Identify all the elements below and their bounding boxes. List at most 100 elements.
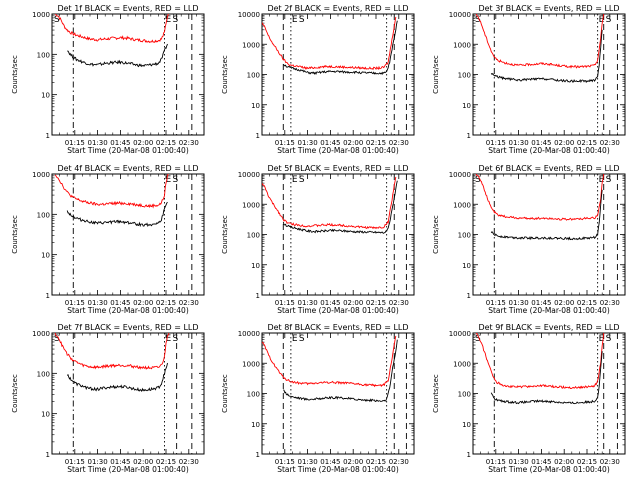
start-mark: S — [299, 334, 305, 344]
x-axis-label: Start Time (20-Mar-08 01:00:40) — [67, 146, 189, 155]
start-mark: S — [606, 175, 612, 185]
y-tick-label: 10 — [251, 421, 260, 429]
x-tick-label: 01:15 — [275, 458, 295, 466]
start-mark: S — [475, 334, 481, 344]
y-axis-label: Counts/sec — [221, 55, 229, 94]
y-axis-label: Counts/sec — [432, 374, 440, 413]
plot-frame — [472, 332, 626, 455]
y-tick-label: 100 — [458, 391, 471, 399]
y-tick-label: 1 — [46, 451, 50, 459]
y-tick-label: 1 — [467, 451, 471, 459]
end-mark: E — [165, 334, 171, 344]
plot-frame — [261, 332, 415, 455]
events-series-line — [490, 189, 603, 241]
x-tick-label: 02:15 — [366, 299, 386, 307]
lld-series-line — [262, 16, 397, 71]
x-tick-label: 02:15 — [577, 458, 597, 466]
end-mark: E — [599, 175, 605, 185]
events-series-line — [66, 362, 168, 392]
y-axis-label: Counts/sec — [221, 374, 229, 413]
x-tick-label: 02:30 — [179, 139, 199, 147]
y-tick-label: 1000 — [242, 360, 260, 368]
panel-title: Det 2f BLACK = Events, RED = LLD — [267, 4, 408, 13]
x-tick-label: 01:30 — [509, 139, 529, 147]
y-tick-label: 1 — [256, 132, 260, 140]
plot-frame — [51, 332, 205, 455]
x-tick-label: 02:00 — [554, 139, 574, 147]
x-tick-label: 01:15 — [275, 299, 295, 307]
detector-panel-9: Det 9f BLACK = Events, RED = LLD 1 10 100 10… — [432, 323, 626, 474]
y-tick-label: 100 — [37, 211, 50, 219]
lld-series-line — [475, 174, 605, 221]
events-series-line — [490, 351, 603, 405]
y-tick-label: 10000 — [238, 11, 260, 19]
y-axis-label: Counts/sec — [221, 215, 229, 254]
y-tick-label: 1 — [256, 292, 260, 300]
x-tick-label: 01:45 — [531, 139, 551, 147]
panel-title: Det 7f BLACK = Events, RED = LLD — [57, 323, 198, 332]
end-mark: E — [599, 334, 605, 344]
x-tick-label: 02:30 — [600, 458, 620, 466]
x-tick-label: 02:00 — [133, 139, 153, 147]
panel-title: Det 1f BLACK = Events, RED = LLD — [57, 4, 198, 13]
plot-frame — [51, 13, 205, 136]
x-tick-label: 02:30 — [179, 299, 199, 307]
x-tick-label: 01:45 — [531, 299, 551, 307]
x-axis-label: Start Time (20-Mar-08 01:00:40) — [488, 146, 610, 155]
y-tick-label: 10 — [41, 92, 50, 100]
detector-panel-4: Det 4f BLACK = Events, RED = LLD 1 10 100 10… — [11, 164, 205, 315]
y-tick-label: 1000 — [453, 41, 471, 49]
y-tick-label: 10 — [41, 252, 50, 260]
x-tick-label: 02:30 — [600, 139, 620, 147]
x-tick-label: 01:30 — [509, 458, 529, 466]
x-tick-label: 02:15 — [156, 139, 176, 147]
y-axis-label: Counts/sec — [432, 55, 440, 94]
start-mark: S — [475, 175, 481, 185]
lld-series-line — [54, 174, 169, 209]
detector-panel-2: Det 2f BLACK = Events, RED = LLD 1 10 100 10… — [221, 4, 415, 155]
y-tick-label: 10000 — [449, 11, 471, 19]
x-tick-label: 01:30 — [298, 458, 318, 466]
y-tick-label: 10000 — [238, 330, 260, 338]
y-tick-label: 1000 — [242, 201, 260, 209]
panel-title: Det 3f BLACK = Events, RED = LLD — [478, 4, 619, 13]
detector-panel-1: Det 1f BLACK = Events, RED = LLD 1 10 100 10… — [11, 4, 205, 155]
x-tick-label: 02:00 — [133, 299, 153, 307]
end-mark: E — [292, 15, 298, 25]
y-tick-label: 10000 — [449, 171, 471, 179]
x-tick-label: 01:30 — [298, 139, 318, 147]
x-tick-label: 02:00 — [343, 299, 363, 307]
y-axis-label: Counts/sec — [11, 215, 19, 254]
x-tick-label: 02:15 — [156, 458, 176, 466]
y-tick-label: 100 — [458, 72, 471, 80]
x-tick-label: 02:15 — [156, 299, 176, 307]
x-tick-label: 02:30 — [389, 299, 409, 307]
lld-series-line — [262, 176, 397, 230]
x-tick-label: 01:15 — [65, 139, 85, 147]
y-tick-label: 10 — [251, 262, 260, 270]
detector-panel-6: Det 6f BLACK = Events, RED = LLD 1 10 100 10… — [432, 164, 626, 315]
x-tick-label: 02:30 — [179, 458, 199, 466]
x-tick-label: 01:30 — [88, 458, 108, 466]
x-axis-label: Start Time (20-Mar-08 01:00:40) — [67, 465, 189, 474]
events-series-line — [283, 339, 398, 403]
start-mark: S — [606, 15, 612, 25]
x-tick-label: 01:30 — [509, 299, 529, 307]
y-tick-label: 1 — [467, 132, 471, 140]
events-series-line — [282, 180, 398, 234]
detector-panel-8: Det 8f BLACK = Events, RED = LLD 1 10 100 10… — [221, 323, 415, 474]
y-axis-label: Counts/sec — [11, 55, 19, 94]
x-tick-label: 01:30 — [298, 299, 318, 307]
x-tick-label: 02:00 — [554, 299, 574, 307]
x-tick-label: 01:45 — [531, 458, 551, 466]
x-tick-label: 02:15 — [577, 139, 597, 147]
y-tick-label: 1 — [256, 451, 260, 459]
start-mark: S — [172, 15, 178, 25]
panel-title: Det 8f BLACK = Events, RED = LLD — [267, 323, 408, 332]
start-mark: S — [54, 334, 60, 344]
x-axis-label: Start Time (20-Mar-08 01:00:40) — [277, 465, 399, 474]
y-tick-label: 10 — [462, 262, 471, 270]
x-axis-label: Start Time (20-Mar-08 01:00:40) — [67, 306, 189, 315]
y-tick-label: 10000 — [449, 330, 471, 338]
